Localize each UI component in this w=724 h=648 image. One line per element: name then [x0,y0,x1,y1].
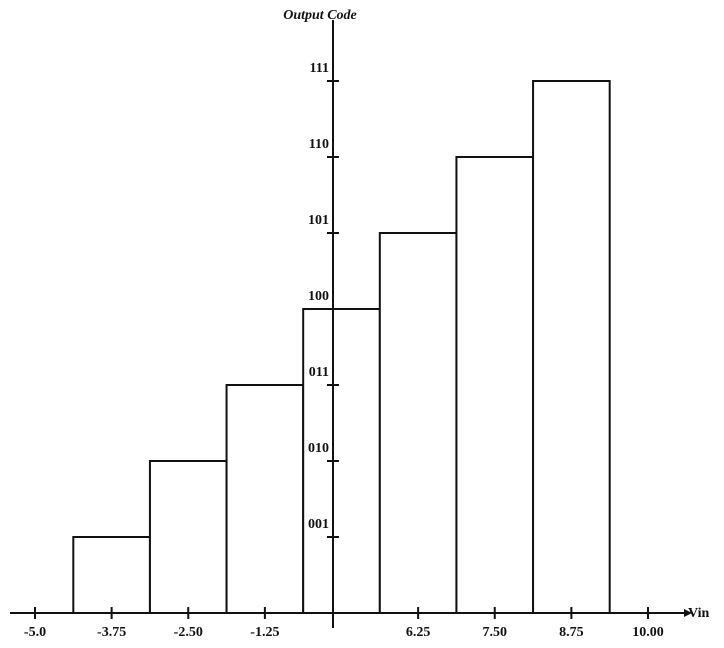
x-tick-label: 6.25 [406,625,431,640]
x-tick-label: -2.50 [174,625,203,640]
bar [150,461,227,613]
y-tick-label: 011 [309,365,329,380]
y-tick-label: 101 [308,213,329,228]
x-tick-label: -3.75 [97,625,126,640]
bar [380,233,457,613]
bar [533,81,610,613]
bar [227,385,304,613]
bar [303,309,380,613]
y-tick-label: 100 [308,289,329,304]
chart: Output Code Vin -5.0 -3.75 -2.50 -1.25 6.25 7… [0,0,724,648]
y-tick-label: 111 [310,61,329,76]
y-tick-label: 010 [308,441,329,456]
bar [73,537,150,613]
x-tick-label: 7.50 [483,625,508,640]
x-tick-label: -1.25 [250,625,279,640]
x-axis-title: Vin [688,606,709,621]
x-tick-label: -5.0 [24,625,46,640]
bar [456,157,533,613]
x-tick-label: 10.00 [632,625,664,640]
y-tick-label: 110 [309,137,329,152]
x-tick-label: 8.75 [559,625,584,640]
y-axis-title: Output Code [283,8,357,23]
y-tick-label: 001 [308,517,329,532]
